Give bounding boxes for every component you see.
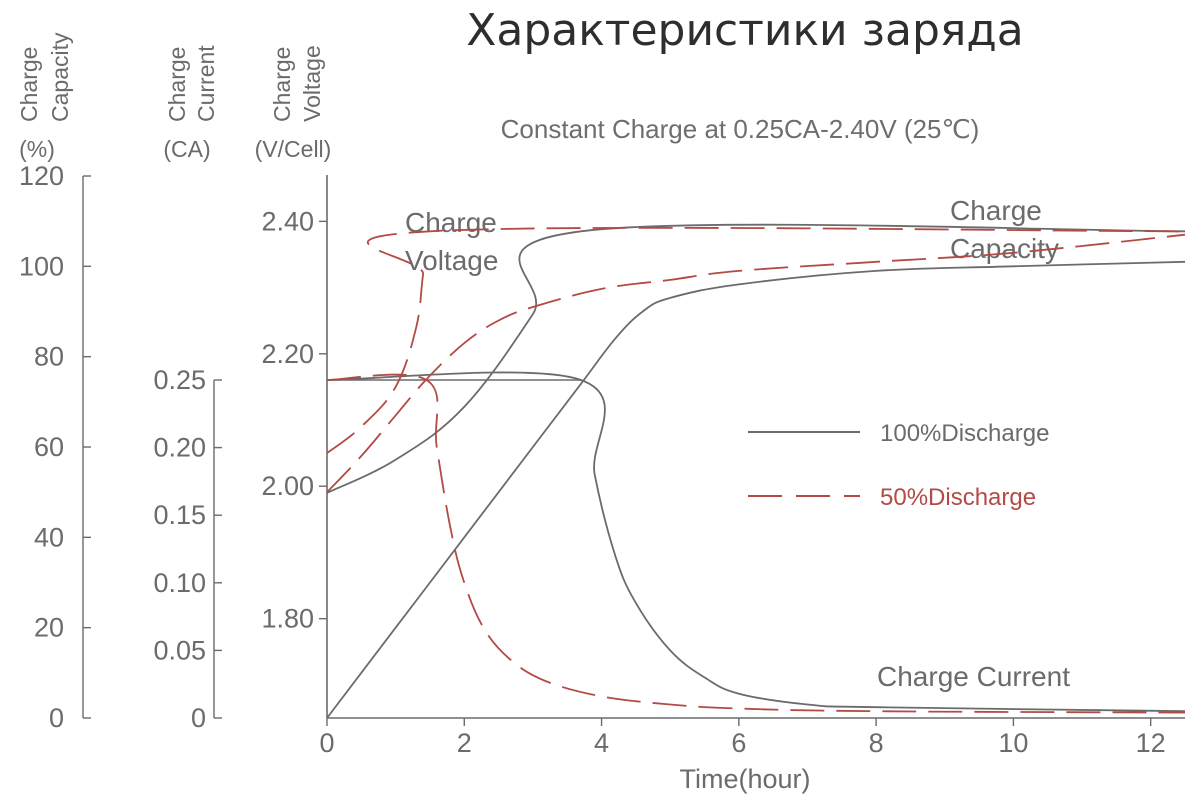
voltage-axis-label-line2: Voltage <box>299 45 325 122</box>
50-discharge-current-line <box>326 373 1186 714</box>
time-tick-label: 2 <box>457 728 472 758</box>
voltage-tick-label: 2.40 <box>261 206 314 236</box>
chart-subtitle: Constant Charge at 0.25CA-2.40V (25℃) <box>501 114 980 144</box>
50-discharge-capacity-line <box>326 233 1186 493</box>
capacity-tick-label: 80 <box>34 342 64 372</box>
capacity-tick-label: 0 <box>49 703 64 733</box>
annotation-charge-voltage-line1: Charge <box>405 207 497 238</box>
voltage-tick-label: 2.00 <box>261 471 314 501</box>
voltage-axis-unit: (V/Cell) <box>255 136 332 162</box>
current-tick-label: 0.15 <box>153 500 206 530</box>
capacity-axis-label-line1: Charge <box>16 47 42 122</box>
current-axis-label-line2: Current <box>193 45 219 122</box>
annotation-charge-capacity-line1: Charge <box>950 195 1042 226</box>
current-tick-label: 0.10 <box>153 568 206 598</box>
50-discharge-voltage-line <box>326 226 1186 454</box>
100-discharge-voltage-line <box>326 223 1186 494</box>
current-tick-label: 0 <box>191 703 206 733</box>
capacity-axis-label-line2: Capacity <box>47 32 73 122</box>
current-axis-unit: (CA) <box>163 136 210 162</box>
time-axis-label: Time(hour) <box>679 764 810 794</box>
voltage-tick-label: 2.20 <box>261 339 314 369</box>
time-tick-label: 4 <box>594 728 609 758</box>
time-tick-label: 12 <box>1136 728 1166 758</box>
annotation-charge-current: Charge Current <box>877 661 1070 692</box>
capacity-tick-label: 40 <box>34 522 64 552</box>
capacity-axis-unit: (%) <box>19 136 55 162</box>
capacity-tick-label: 100 <box>19 251 64 281</box>
legend-label-50-discharge: 50%Discharge <box>880 484 1036 511</box>
time-tick-label: 6 <box>731 728 746 758</box>
annotation-charge-capacity-line2: Capacity <box>950 233 1059 264</box>
current-tick-label: 0.20 <box>153 433 206 463</box>
legend-label-100-discharge: 100%Discharge <box>880 420 1049 447</box>
time-tick-label: 10 <box>998 728 1028 758</box>
annotation-charge-voltage-line2: Voltage <box>405 245 498 276</box>
capacity-tick-label: 120 <box>19 161 64 191</box>
capacity-tick-label: 60 <box>34 432 64 462</box>
100-discharge-capacity-line <box>326 260 1186 719</box>
current-tick-label: 0.25 <box>153 365 206 395</box>
100-discharge-current-line <box>326 371 1186 713</box>
time-tick-label: 8 <box>869 728 884 758</box>
legend: 100%Discharge 50%Discharge <box>748 420 1049 511</box>
current-axis-label-line1: Charge <box>164 47 190 122</box>
voltage-axis-label-line1: Charge <box>269 47 295 122</box>
voltage-tick-label: 1.80 <box>261 604 314 634</box>
chart-title: Характеристики заряда <box>466 5 1024 56</box>
capacity-tick-label: 20 <box>34 613 64 643</box>
time-tick-label: 0 <box>319 728 334 758</box>
current-tick-label: 0.05 <box>153 635 206 665</box>
